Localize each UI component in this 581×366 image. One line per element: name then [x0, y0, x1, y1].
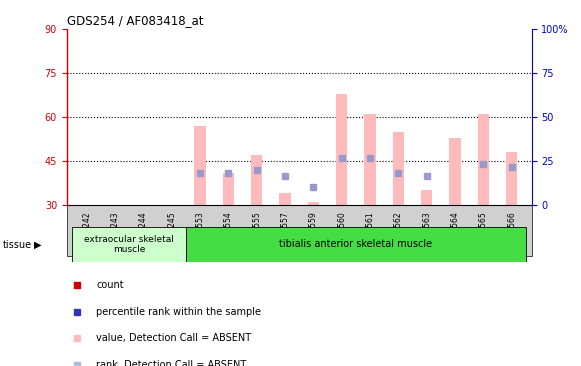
- Bar: [393, 132, 404, 205]
- Text: extraocular skeletal
muscle: extraocular skeletal muscle: [84, 235, 174, 254]
- Text: tissue: tissue: [3, 240, 32, 250]
- Bar: [364, 114, 376, 205]
- Text: count: count: [96, 280, 124, 290]
- Bar: [450, 138, 461, 205]
- Bar: [73, 227, 186, 262]
- Text: percentile rank within the sample: percentile rank within the sample: [96, 307, 261, 317]
- Bar: [308, 202, 319, 205]
- Bar: [186, 227, 526, 262]
- Bar: [506, 152, 518, 205]
- Text: value, Detection Call = ABSENT: value, Detection Call = ABSENT: [96, 333, 252, 343]
- Text: ▶: ▶: [34, 240, 41, 250]
- Bar: [478, 114, 489, 205]
- Bar: [336, 94, 347, 205]
- Bar: [279, 193, 290, 205]
- Bar: [251, 155, 263, 205]
- Text: GDS254 / AF083418_at: GDS254 / AF083418_at: [67, 14, 203, 27]
- Bar: [421, 190, 432, 205]
- Text: rank, Detection Call = ABSENT: rank, Detection Call = ABSENT: [96, 360, 247, 366]
- Text: tibialis anterior skeletal muscle: tibialis anterior skeletal muscle: [279, 239, 432, 249]
- Bar: [195, 126, 206, 205]
- Bar: [223, 173, 234, 205]
